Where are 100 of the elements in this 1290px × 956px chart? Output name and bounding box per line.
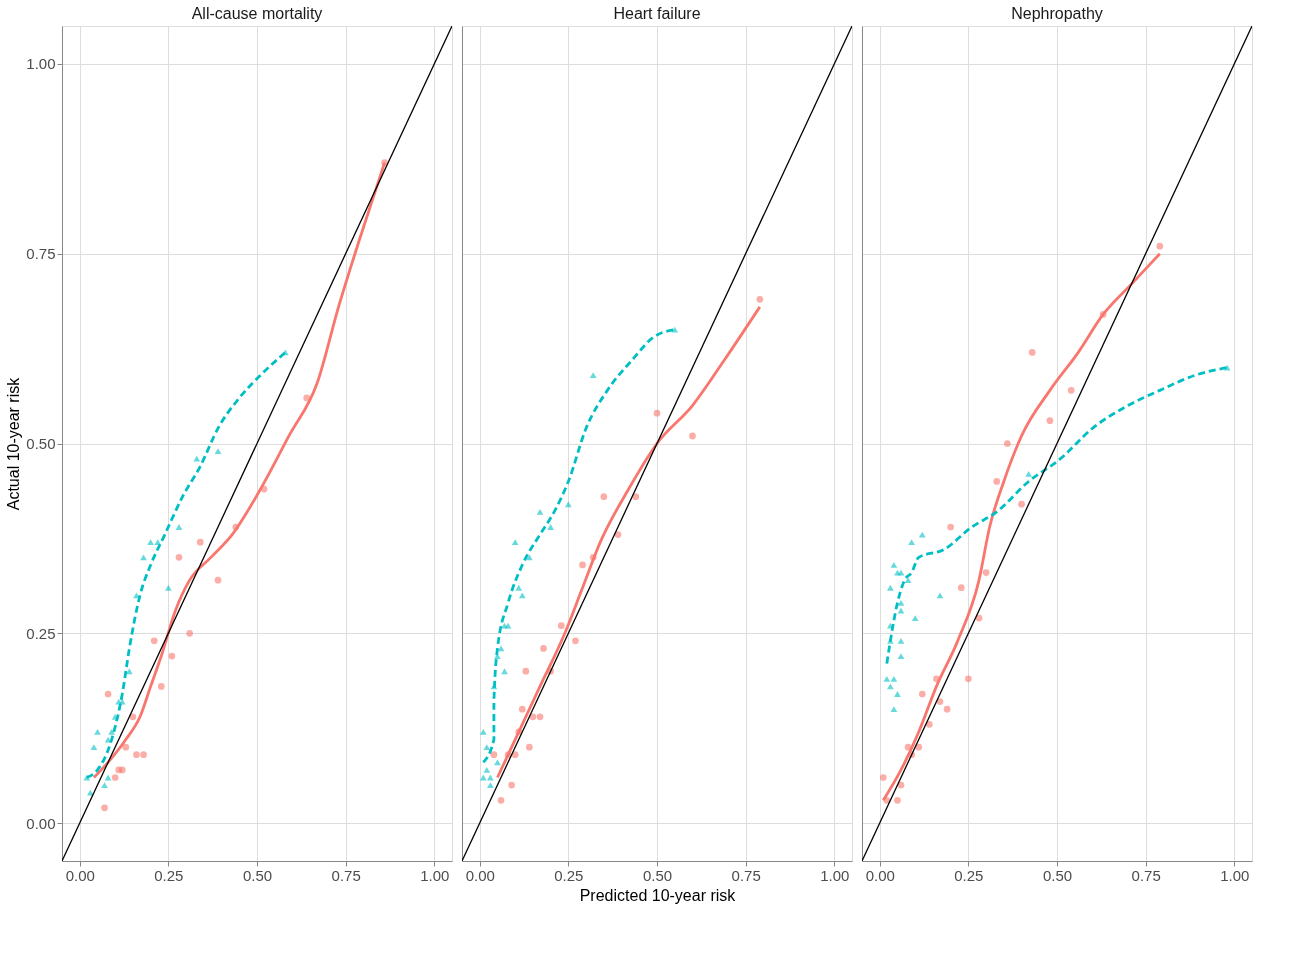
point (479, 729, 487, 735)
x-tick-label: 0.75 (731, 866, 761, 884)
point (487, 782, 494, 788)
point (90, 744, 98, 751)
point (897, 781, 905, 789)
point (214, 448, 222, 454)
point (511, 751, 519, 759)
point (600, 493, 608, 500)
point (915, 743, 923, 751)
point (540, 645, 547, 652)
y-tick-label: 0.00 (26, 814, 56, 832)
point (926, 721, 933, 728)
point (494, 759, 501, 766)
point (111, 774, 119, 781)
point (150, 637, 158, 645)
point (897, 607, 905, 614)
point (589, 372, 597, 379)
point (104, 690, 112, 698)
point (975, 614, 983, 622)
point (133, 751, 140, 759)
point (518, 705, 526, 713)
point (196, 538, 204, 546)
point (890, 706, 898, 713)
line-series (85, 351, 287, 779)
point (1156, 242, 1164, 250)
point (883, 675, 891, 682)
point (193, 455, 201, 462)
point (165, 584, 172, 591)
x-tick-label: 1.00 (420, 866, 450, 884)
point (501, 668, 508, 675)
point (94, 729, 101, 735)
point (653, 409, 661, 417)
point (918, 690, 926, 698)
point (186, 629, 193, 637)
point (490, 751, 498, 759)
point (497, 796, 505, 804)
point (879, 774, 887, 781)
point (511, 539, 519, 546)
x-tick-label: 0.50 (1042, 866, 1073, 884)
point (518, 592, 526, 599)
point (936, 592, 944, 599)
point (890, 675, 898, 682)
y-tick-label: 1.00 (26, 55, 56, 73)
point (547, 524, 554, 530)
point (557, 622, 565, 630)
point (632, 493, 640, 500)
x-tick-label: 0.25 (954, 866, 984, 884)
x-tick-label: 0.25 (154, 866, 184, 884)
point (1018, 500, 1025, 508)
point (894, 796, 901, 804)
y-tick-label: 0.25 (26, 624, 56, 642)
point (897, 653, 905, 659)
x-tick-label: 0.00 (465, 866, 495, 884)
point (1025, 470, 1032, 477)
point (904, 577, 912, 584)
x-tick-label: 1.00 (1220, 866, 1250, 884)
point (993, 478, 1001, 485)
point (303, 394, 310, 402)
chart-title: Heart failure (613, 5, 701, 22)
point (614, 531, 622, 538)
point (947, 523, 954, 531)
y-tick-label: 0.50 (26, 435, 56, 452)
point (1067, 387, 1075, 394)
point (887, 584, 894, 591)
point (494, 653, 501, 659)
point (572, 637, 579, 645)
point (536, 508, 544, 515)
point (483, 767, 491, 773)
point (483, 744, 491, 751)
point (87, 789, 94, 796)
chart-title: Nephropathy (1011, 5, 1103, 22)
point (508, 781, 515, 789)
point (982, 569, 990, 576)
point (671, 326, 679, 333)
point (140, 751, 147, 759)
point (536, 713, 544, 721)
y-axis-title: Actual 10-year risk (5, 376, 23, 511)
point (522, 667, 530, 675)
point (1004, 440, 1011, 447)
point (147, 539, 154, 546)
chart-title: All-cause mortality (191, 5, 323, 22)
x-tick-label: 0.50 (642, 866, 673, 884)
x-tick-label: 0.00 (65, 866, 95, 884)
point (175, 554, 183, 561)
x-tick-label: 0.75 (331, 866, 361, 884)
point (108, 729, 115, 735)
point (157, 683, 165, 690)
point (911, 615, 919, 621)
point (1028, 349, 1036, 356)
point (897, 600, 905, 606)
point (515, 584, 523, 591)
point (526, 743, 533, 751)
x-tick-label: 0.00 (865, 866, 895, 884)
point (175, 524, 183, 530)
point (965, 675, 972, 683)
point (894, 691, 901, 697)
x-tick-label: 0.50 (242, 866, 273, 884)
point (168, 652, 176, 660)
point (214, 576, 222, 584)
point (101, 782, 108, 788)
